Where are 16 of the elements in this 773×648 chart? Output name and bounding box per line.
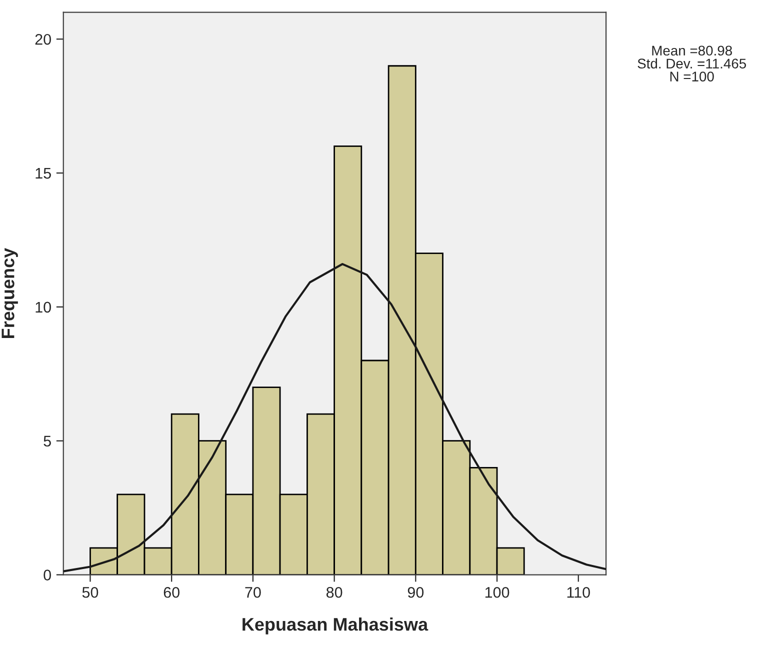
x-tick-label: 60 [164,586,180,598]
line-series [63,263,606,572]
y-tick-label: 0 [44,570,51,580]
x-tick-label: 110 [567,586,590,598]
y-tick-label: 5 [44,436,51,447]
y-tick-label: 20 [35,34,51,45]
x-tick-label: 100 [485,586,510,598]
x-tick-label: 70 [245,586,261,598]
x-tick-label: 90 [408,586,424,598]
y-tick-label: 15 [36,168,51,179]
y-tick-label: 10 [36,302,51,313]
text: Mean =80.98 Std. Dev. =11.465 N =100 [638,46,746,82]
x-tick-label: 80 [326,586,342,598]
x-axis-title: Kepuasan Mahasiswa [242,617,428,634]
x-tick-label: 50 [82,586,98,598]
y-axis-title: Frequency [2,248,18,338]
